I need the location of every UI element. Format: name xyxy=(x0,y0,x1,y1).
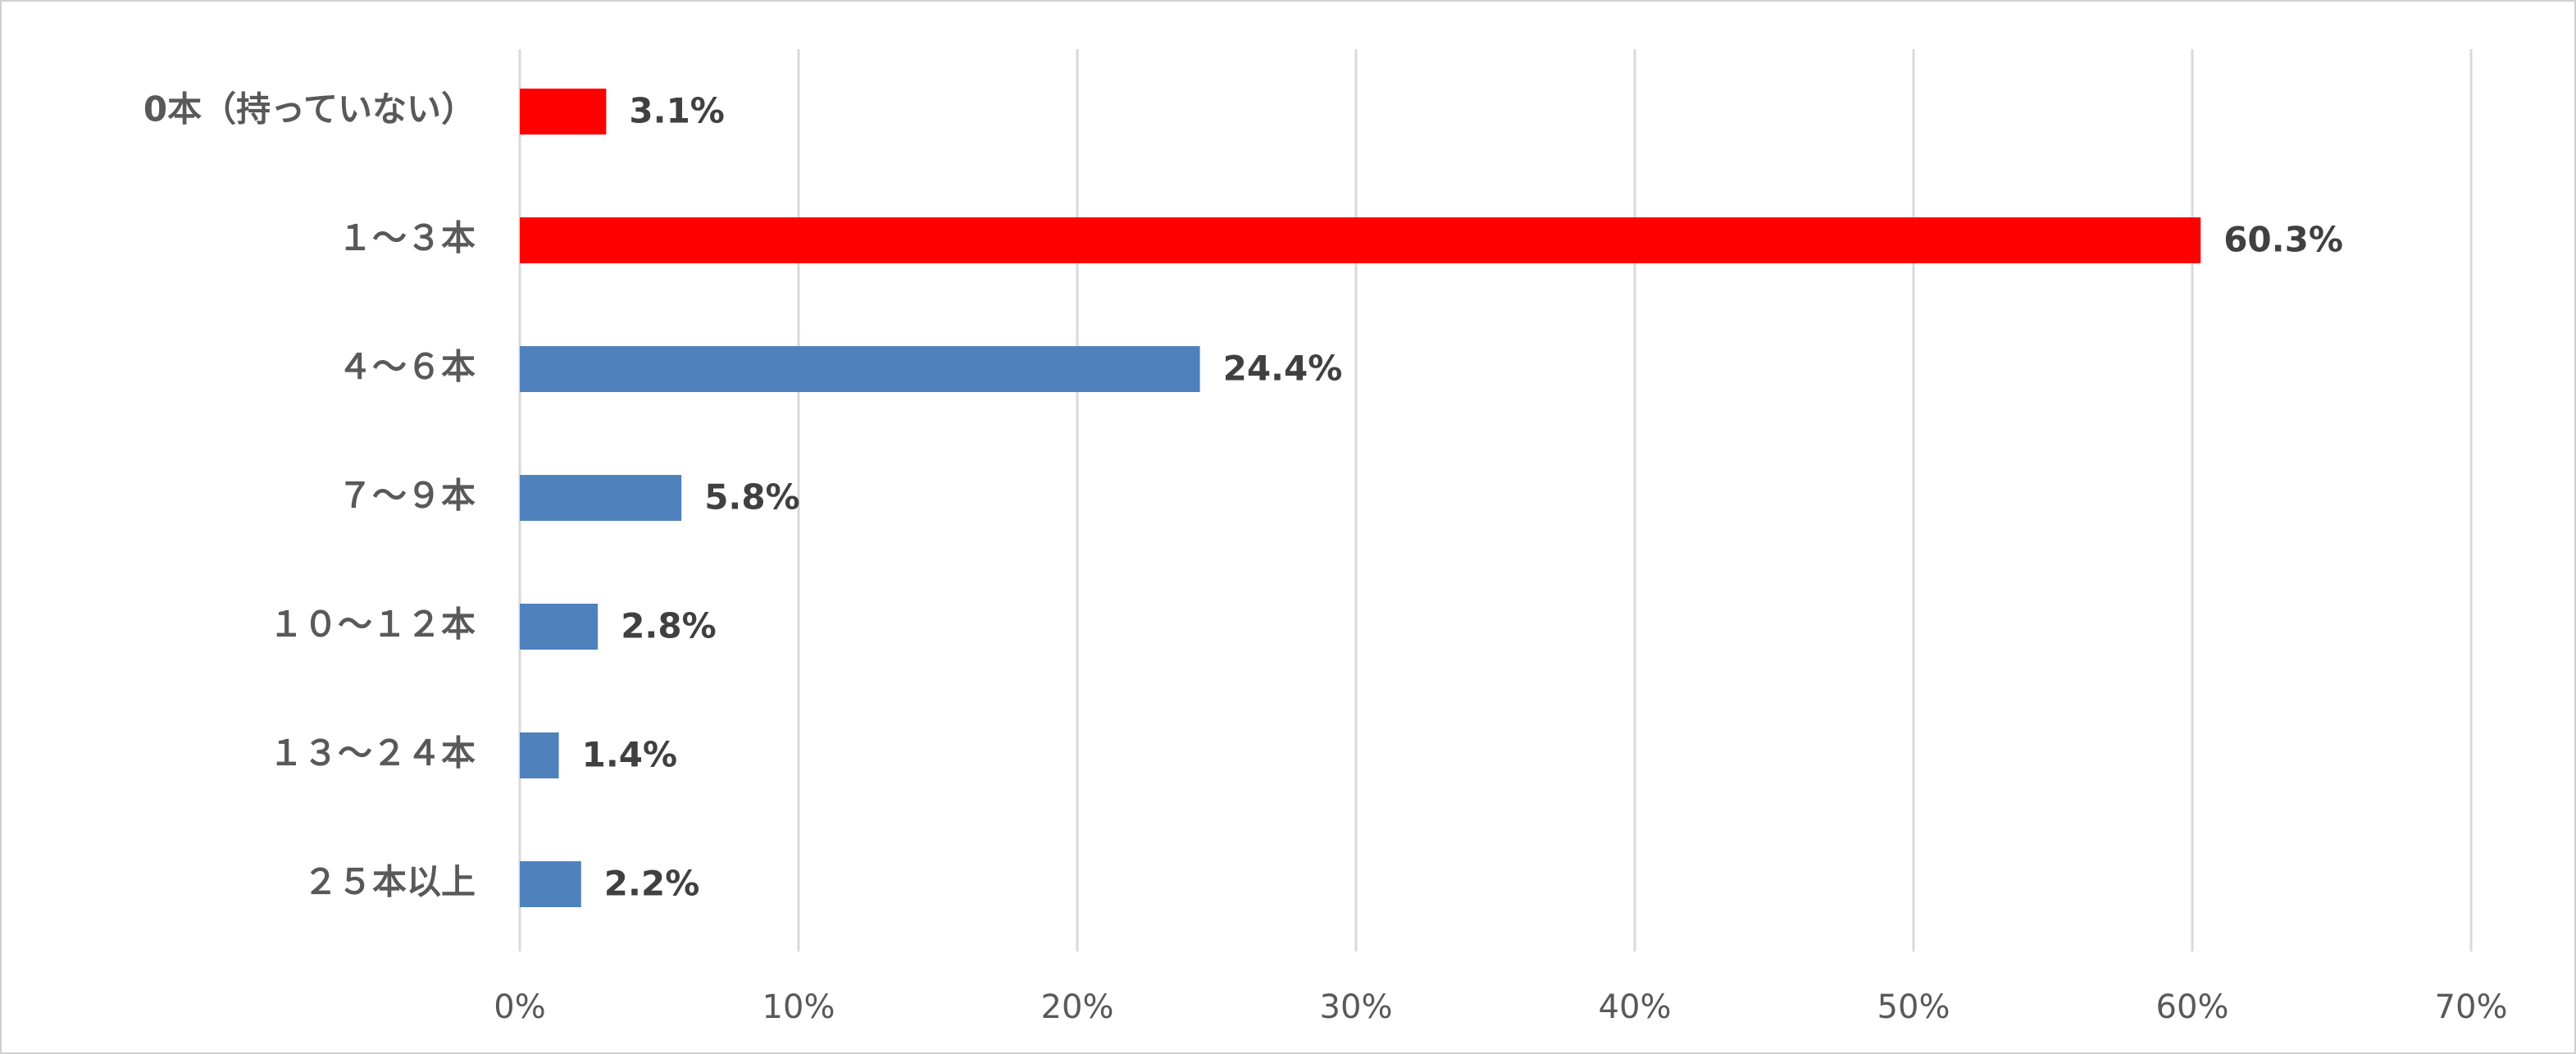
value-label: 1.4% xyxy=(582,735,677,775)
x-tick-label: 0% xyxy=(494,988,545,1026)
y-tick-label: ７～９本 xyxy=(338,476,476,516)
value-label: 60.3% xyxy=(2223,220,2343,260)
x-tick-label: 30% xyxy=(1320,988,1393,1026)
bar xyxy=(520,475,682,521)
bar xyxy=(520,346,1200,392)
y-tick-label: 0本（持っていない） xyxy=(143,89,476,130)
y-tick-label: １３～２４本 xyxy=(269,733,476,773)
y-tick-label: ４～６本 xyxy=(338,347,476,387)
x-tick-label: 10% xyxy=(762,988,835,1026)
y-tick-label: １０～１２本 xyxy=(269,605,476,645)
bar xyxy=(520,89,607,135)
value-label: 3.1% xyxy=(629,91,724,131)
x-tick-label: 70% xyxy=(2435,988,2508,1026)
x-tick-label: 60% xyxy=(2156,988,2229,1026)
bar xyxy=(520,732,559,778)
x-tick-label: 50% xyxy=(1877,988,1950,1026)
x-tick-label: 40% xyxy=(1599,988,1672,1026)
value-label: 5.8% xyxy=(704,477,799,518)
bar xyxy=(520,217,2201,263)
y-tick-label: ２５本以上 xyxy=(303,862,476,902)
value-label: 2.8% xyxy=(621,606,716,646)
value-label: 2.2% xyxy=(604,864,699,904)
x-tick-label: 20% xyxy=(1041,988,1114,1026)
bar xyxy=(520,604,598,650)
value-label: 24.4% xyxy=(1223,349,1343,389)
y-tick-label: １～３本 xyxy=(338,218,476,258)
bar xyxy=(520,861,581,907)
